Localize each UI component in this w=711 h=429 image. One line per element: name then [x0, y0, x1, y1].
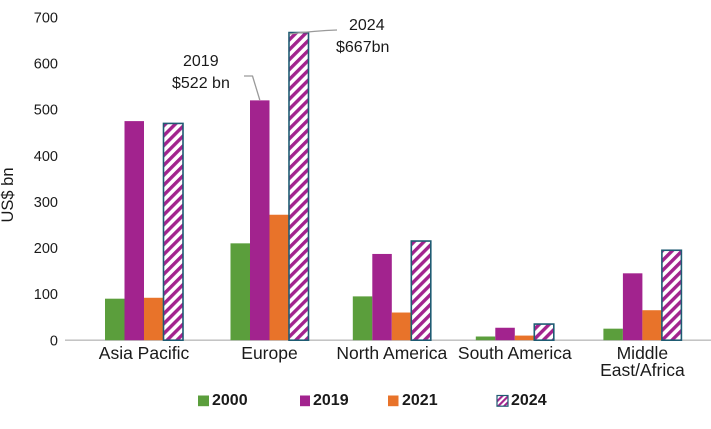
svg-text:2019: 2019 — [313, 392, 349, 409]
svg-text:$667bn: $667bn — [336, 39, 389, 56]
svg-text:Europe: Europe — [241, 343, 297, 363]
svg-text:US$ bn: US$ bn — [0, 167, 17, 222]
svg-text:South America: South America — [458, 343, 572, 363]
svg-text:600: 600 — [34, 57, 58, 73]
svg-text:2024: 2024 — [511, 392, 547, 409]
svg-text:400: 400 — [34, 149, 58, 165]
svg-text:$522 bn: $522 bn — [172, 75, 230, 92]
svg-text:2024: 2024 — [349, 17, 385, 34]
svg-text:East/Africa: East/Africa — [600, 360, 685, 380]
svg-text:100: 100 — [34, 287, 58, 303]
svg-text:0: 0 — [50, 333, 58, 349]
svg-text:North America: North America — [336, 343, 447, 363]
svg-text:200: 200 — [34, 241, 58, 257]
svg-text:Asia Pacific: Asia Pacific — [99, 343, 190, 363]
svg-text:700: 700 — [34, 11, 58, 27]
svg-text:2019: 2019 — [183, 53, 219, 70]
svg-text:500: 500 — [34, 103, 58, 119]
svg-text:2021: 2021 — [402, 392, 438, 409]
svg-text:300: 300 — [34, 195, 58, 211]
svg-text:2000: 2000 — [212, 392, 248, 409]
